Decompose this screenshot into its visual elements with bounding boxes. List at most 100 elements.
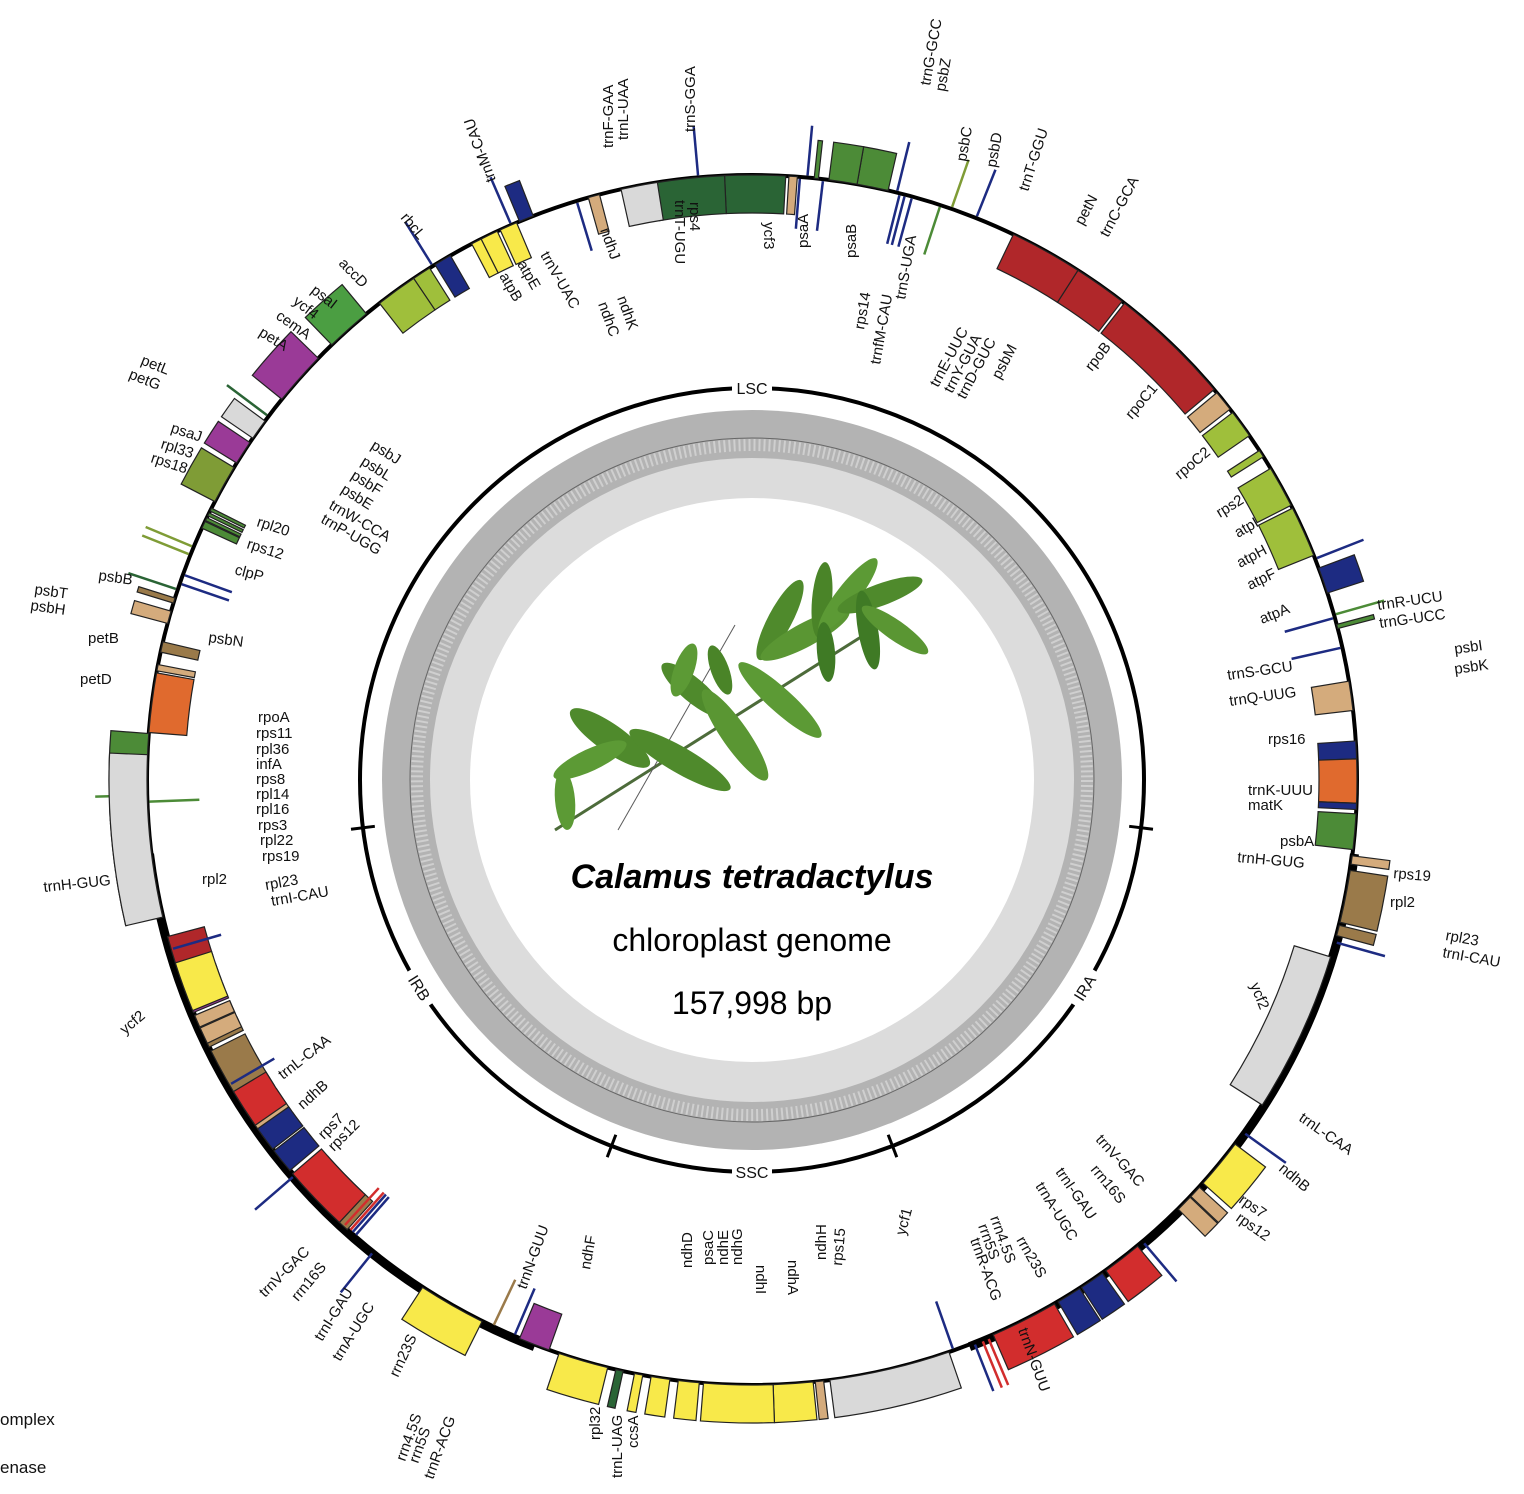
gene-label: rps11 [256, 725, 292, 742]
gene-rps16 [1310, 680, 1354, 716]
gene-label: ndhB [1275, 1160, 1313, 1196]
gene-psbM [923, 206, 942, 255]
gene-trnK-UUU [1317, 740, 1358, 761]
gene-ccsA [518, 1302, 563, 1351]
gene-label: psbC [953, 125, 976, 163]
gene-label: rpoC1 [1122, 380, 1161, 422]
gene-trnI-GAU [256, 1106, 304, 1150]
svg-text:LSC: LSC [736, 381, 767, 398]
gene-clpP [148, 672, 195, 737]
gene-psbD [856, 146, 898, 192]
gene-label: rpl23 [264, 871, 300, 894]
gene-trnfM-CAU [794, 178, 802, 229]
gene-label: matK [1248, 797, 1283, 814]
gene-accD [251, 330, 320, 401]
gene-label: trnF-GAA [600, 85, 617, 148]
gene-label: trnH-GUG [43, 872, 112, 896]
gene-psbK [1335, 613, 1376, 630]
gene-rrn23S [992, 1303, 1075, 1371]
gene-label: petB [88, 630, 119, 647]
gene-label: clpP [233, 561, 266, 585]
gene-label: rps19 [1393, 865, 1432, 885]
gene-trnW-CCA [184, 574, 233, 594]
gene-ndhE [626, 1372, 644, 1414]
species-name: Calamus tetradactylus [570, 858, 934, 896]
gene-atpI [1201, 411, 1251, 459]
gene-rps14 [785, 175, 799, 216]
gene-rps7 [193, 999, 236, 1028]
gene-label: psbI [1453, 637, 1483, 658]
gene-trnG-GCC [806, 125, 814, 176]
gene-label: infA [256, 756, 282, 773]
gene-label: trnV-UAC [537, 249, 583, 313]
gene-trnS-GCU [1284, 617, 1334, 633]
gene-label: trnI-CAU [1441, 944, 1501, 971]
gene-ycf1 [829, 1351, 963, 1419]
gene-psaI [226, 384, 268, 417]
gene-label: ycf3 [760, 222, 777, 250]
gene-ndhI [672, 1379, 700, 1422]
gene-ndhG [644, 1375, 671, 1418]
gene-trnL-CAA [172, 933, 222, 950]
gene-rpl20 [159, 641, 201, 661]
gene-label: rbcL [397, 210, 429, 243]
gene-ndhB [174, 950, 229, 1012]
region-label-irb: IRB [400, 965, 439, 1010]
gene-label: rps3 [258, 817, 287, 834]
gene-trnR-ACG [973, 1344, 995, 1392]
gene-label: trnL-CAA [275, 1032, 334, 1083]
gene-trnE-UUC [885, 194, 901, 245]
region-boundary-tick [1128, 824, 1154, 831]
gene-label: atpF [1244, 565, 1278, 593]
gene-trnT-GGU [896, 141, 911, 191]
gene-atpB [378, 277, 436, 335]
gene-ndhJ [499, 221, 533, 266]
gene-label: ccsA [625, 1415, 642, 1448]
gene-petA [180, 447, 235, 503]
gene-trnV-GAC [230, 1057, 275, 1085]
gene-label: psbA [1280, 833, 1314, 850]
gene-petG [141, 534, 190, 556]
gene-label: psbT [33, 581, 68, 602]
gene-label: psaA [795, 214, 812, 248]
gene-label: trnC-GCA [1097, 174, 1143, 240]
gene-label: rpl16 [256, 801, 289, 818]
gene-psbE [201, 520, 241, 545]
plant-photo [553, 558, 929, 832]
gc-content-ring [382, 410, 1122, 1150]
gene-trnL-UAA [504, 179, 534, 223]
gene-label: petD [80, 671, 112, 688]
gene-label: psaB [843, 224, 860, 258]
gene-rps12 [199, 1011, 243, 1045]
gene-trnL-UAG [513, 1287, 536, 1335]
gene-label: rpl32 [587, 1407, 604, 1440]
gene-label: trnQ-UUG [1228, 684, 1297, 710]
gene-label: ycf2 [1246, 980, 1272, 1012]
gene-label: atpA [1257, 600, 1292, 627]
gene-rrn4.5S [344, 1187, 380, 1226]
gene-label: rps2 [1213, 492, 1247, 522]
gene-rpoB [996, 233, 1079, 304]
legend-item-dehydrogenase: enase [0, 1458, 47, 1477]
gene-label: psbK [1453, 656, 1489, 678]
gene-rrn16S [1105, 1245, 1163, 1303]
gene-rrn5S [349, 1191, 385, 1231]
gene-rps4 [587, 193, 610, 235]
gene-atpF [1237, 467, 1292, 524]
gene-psbZ [813, 139, 824, 180]
gene-trnS-GGA [692, 125, 700, 176]
gene-psbL [206, 512, 245, 534]
gene-atpA [1257, 507, 1315, 571]
gene-trnI-CAU [351, 1193, 387, 1233]
gene-label: rps8 [256, 771, 285, 788]
gene-psbJ [209, 507, 247, 529]
gene-label: trnK-UUU [1248, 782, 1313, 799]
gene-label: rrn23S [386, 1332, 420, 1380]
region-boundary-tick [605, 1134, 618, 1158]
gene-label: rps19 [262, 848, 300, 865]
gene-trnV-UAC [434, 254, 471, 298]
gene-rpl33 [136, 585, 176, 604]
gene-label: rps4 [686, 202, 703, 231]
gene-label: trnS-UGA [892, 234, 920, 301]
gene-label: ndhB [294, 1077, 331, 1113]
